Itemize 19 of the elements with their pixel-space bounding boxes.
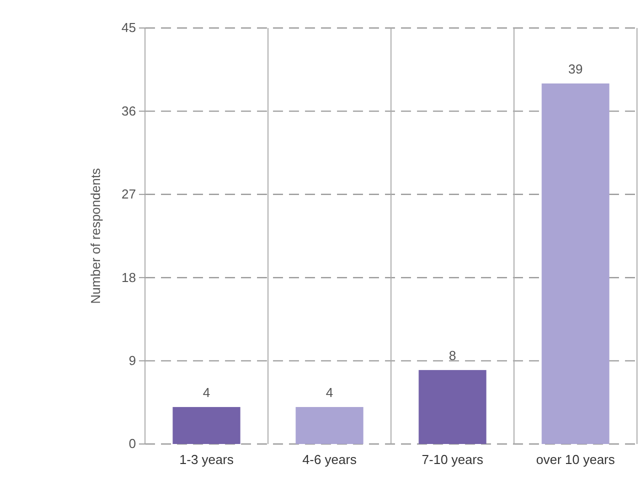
- bar: [296, 407, 364, 444]
- x-tick-label: 4-6 years: [302, 452, 358, 467]
- y-tick-label: 36: [122, 103, 136, 118]
- data-label: 39: [568, 61, 583, 76]
- data-label: 8: [448, 348, 456, 364]
- bar: [172, 407, 240, 444]
- y-tick-label: 27: [122, 186, 136, 202]
- bar: [418, 370, 486, 444]
- x-tick-label: over 10 years: [536, 452, 616, 467]
- y-tick-label: 0: [128, 436, 136, 452]
- x-tick-label: 7-10 years: [422, 452, 484, 467]
- data-label: 4: [326, 385, 334, 400]
- y-tick-label: 45: [122, 20, 136, 36]
- x-tick-label: 1-3 years: [179, 452, 234, 467]
- y-tick-label: 9: [128, 352, 136, 368]
- bar: [542, 83, 610, 444]
- data-label: 4: [202, 385, 210, 400]
- y-axis-title: Number of respondents: [88, 168, 103, 304]
- y-tick-label: 18: [122, 270, 136, 285]
